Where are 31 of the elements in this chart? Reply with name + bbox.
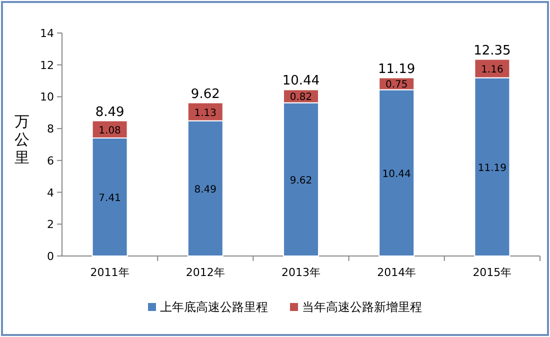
data-label: 0.82 (290, 92, 312, 104)
y-tick-label: 8 (47, 122, 54, 136)
total-label: 9.62 (190, 86, 220, 102)
total-label: 11.19 (378, 62, 416, 77)
data-label: 8.49 (194, 184, 217, 196)
data-label: 7.41 (98, 192, 121, 204)
y-tick-label: 12 (40, 58, 54, 72)
x-tick-label: 2015年 (472, 266, 512, 279)
data-label: 1.13 (194, 108, 217, 119)
total-label: 10.44 (282, 74, 320, 89)
total-label: 8.49 (95, 104, 124, 120)
x-tick-label: 2013年 (282, 266, 320, 279)
x-tick-label: 2012年 (186, 266, 225, 279)
legend-label: 上年底高速公路里程 (160, 300, 268, 314)
y-tick-label: 2 (47, 218, 54, 232)
data-label: 9.62 (290, 175, 312, 186)
y-tick-label: 14 (40, 27, 54, 40)
y-axis-title: 万公里 (14, 112, 30, 166)
x-tick-label: 2011年 (90, 266, 130, 279)
data-label: 1.08 (98, 125, 121, 136)
y-tick-label: 4 (47, 186, 54, 200)
x-tick-label: 2014年 (377, 266, 416, 279)
total-label: 12.35 (474, 43, 511, 58)
legend-label: 当年高速公路新增里程 (302, 300, 422, 314)
data-label: 1.16 (481, 64, 504, 76)
data-label: 10.44 (382, 168, 411, 180)
y-tick-label: 10 (40, 90, 54, 104)
data-label: 0.75 (385, 80, 408, 91)
y-tick-label: 6 (47, 154, 54, 168)
data-label: 11.19 (478, 162, 507, 174)
y-tick-label: 0 (47, 250, 54, 263)
